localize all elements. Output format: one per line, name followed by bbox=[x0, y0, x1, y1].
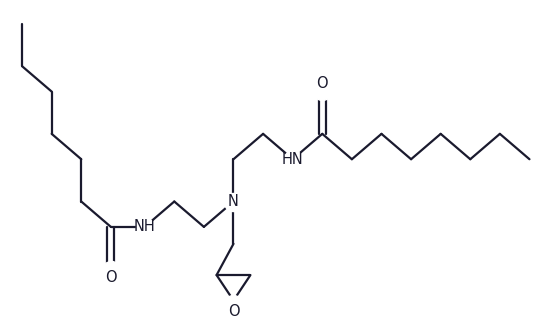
Text: O: O bbox=[105, 270, 116, 285]
Text: HN: HN bbox=[282, 152, 304, 167]
Text: O: O bbox=[228, 304, 239, 319]
Text: NH: NH bbox=[134, 219, 156, 234]
Text: N: N bbox=[228, 194, 239, 209]
Text: O: O bbox=[316, 76, 328, 91]
